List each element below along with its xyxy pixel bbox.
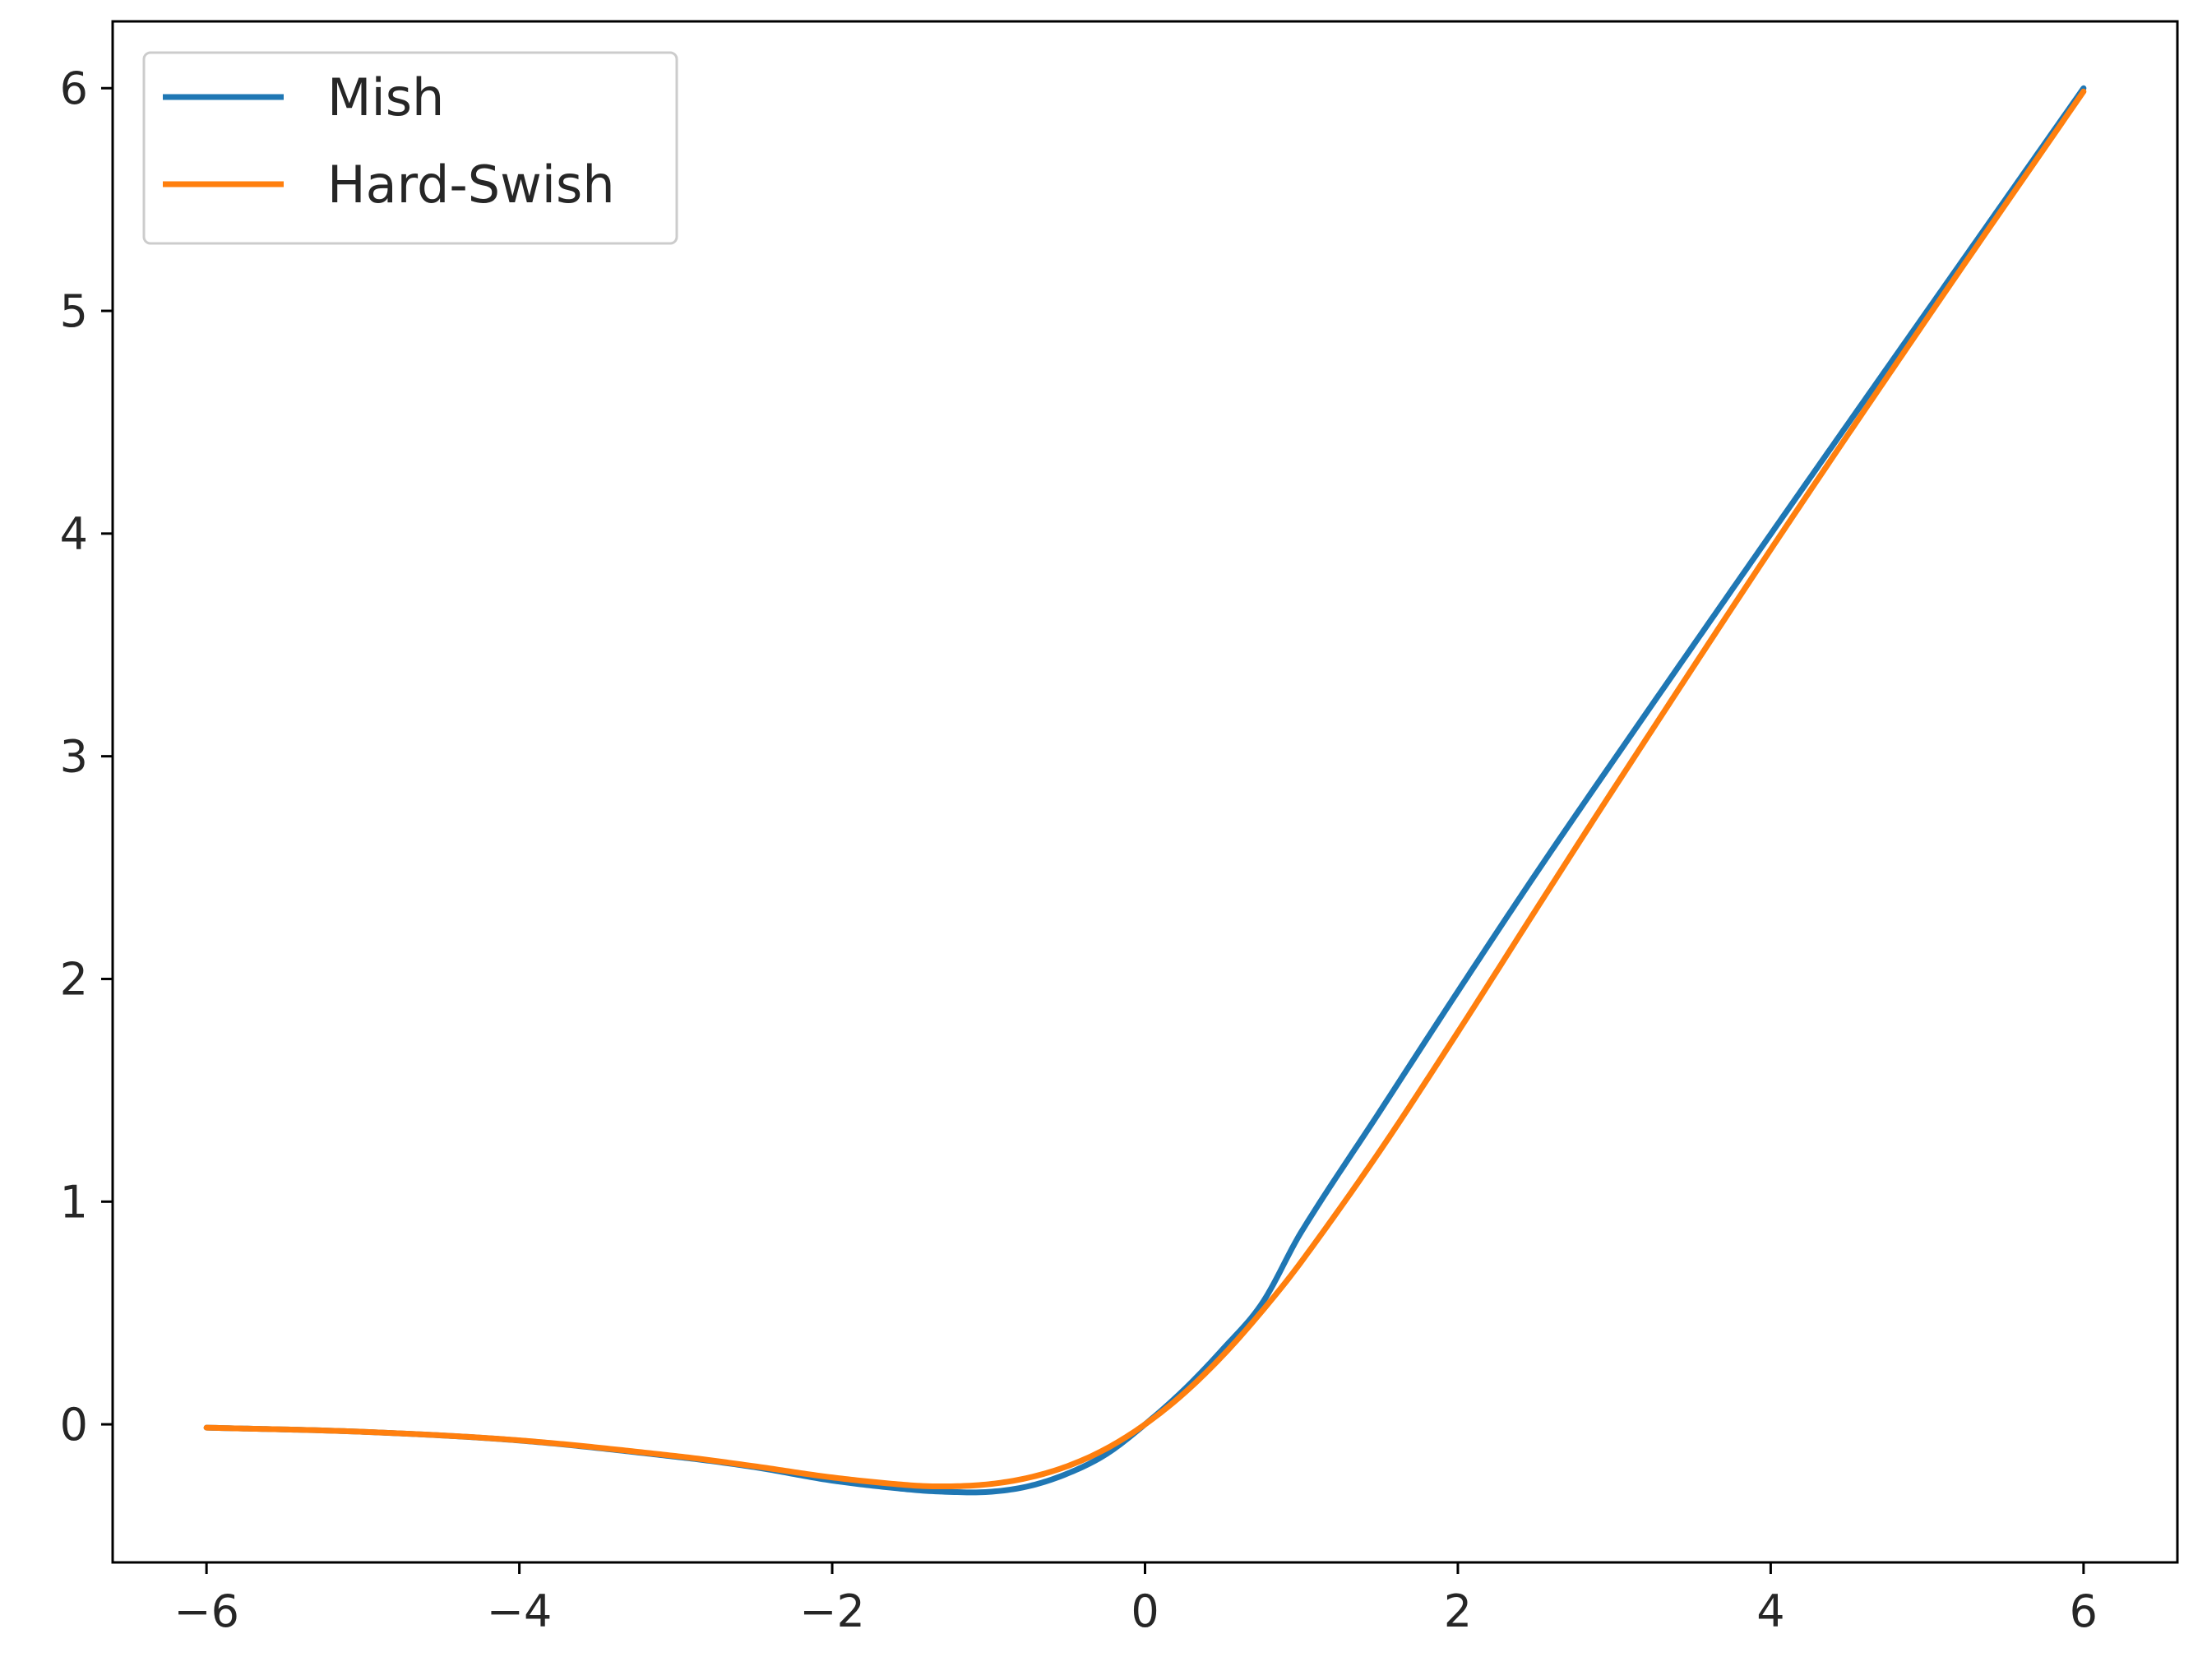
- y-tick-label: 4: [60, 508, 88, 560]
- y-tick-label: 2: [60, 953, 88, 1005]
- x-tick-label: −6: [174, 1585, 239, 1637]
- series-line-hard-swish: [203, 88, 2087, 1490]
- legend-box: [142, 51, 678, 245]
- x-tick-label: −4: [487, 1585, 553, 1637]
- legend: Mish Hard-Swish: [142, 51, 678, 245]
- series-layer: [203, 85, 2087, 1496]
- y-tick-label: 5: [60, 285, 88, 337]
- x-tick-label: −2: [799, 1585, 865, 1637]
- legend-label: Mish: [327, 67, 444, 127]
- x-tick-label: 4: [1756, 1585, 1784, 1637]
- x-tick-label: 0: [1131, 1585, 1159, 1637]
- y-tick-label: 6: [60, 62, 88, 114]
- x-axis: −6 −4 −2 0 2 4 6: [174, 1562, 2098, 1637]
- y-axis: 0 1 2 3 4 5 6: [60, 62, 113, 1451]
- y-tick-label: 1: [60, 1176, 88, 1228]
- y-tick-label: 3: [60, 731, 88, 783]
- x-tick-label: 2: [1444, 1585, 1472, 1637]
- x-tick-label: 6: [2070, 1585, 2098, 1637]
- y-tick-label: 0: [60, 1399, 88, 1451]
- legend-label: Hard-Swish: [327, 155, 615, 215]
